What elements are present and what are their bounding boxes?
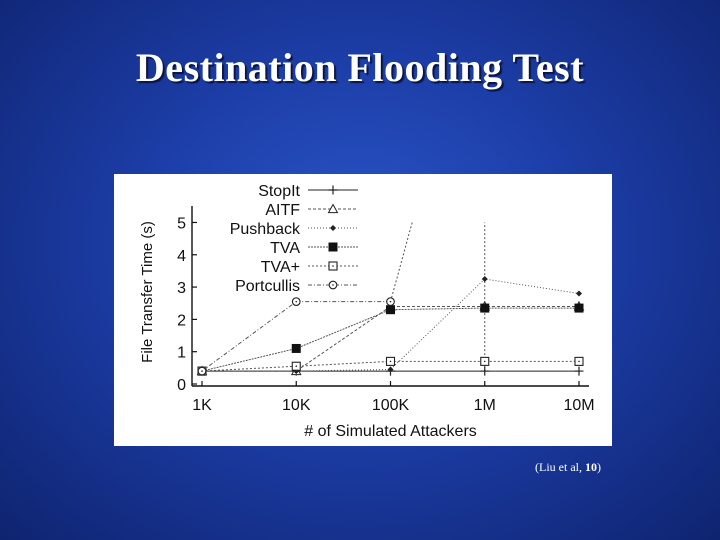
legend-label: Portcullis [235,278,300,295]
legend-label: TVA [270,240,300,257]
data-point-tva [386,305,395,315]
data-point-stopit [574,366,584,376]
data-point-tva [574,303,584,313]
x-tick-label: 10K [282,397,311,414]
caption-suffix: ) [596,460,601,474]
legend-marker [330,225,336,231]
caption-year: 10 [584,460,597,474]
data-point-pushback [387,366,394,373]
y-tick-label: 0 [177,377,186,394]
data-point-tva [480,303,490,313]
legend-label: StopIt [258,183,300,200]
chart: 0 1 2 3 4 5 1K 10K 100K 1M 10M # of Simulated Attac… [114,174,612,446]
y-tick-label: 1 [177,345,186,362]
data-point-pushback [293,368,300,375]
y-tick-label: 3 [177,280,186,297]
series-line-aitf [202,305,579,372]
legend-label: Pushback [230,221,301,238]
data-point-tva [291,343,301,353]
data-point-stopit [480,366,490,376]
x-tick-label: 1K [192,397,212,414]
legend-marker [328,185,338,195]
slide-title: Destination Flooding Test [135,45,585,90]
extra-line [390,222,413,302]
citation-caption: (Liu et al, 10) [535,460,601,475]
y-tick-label: 2 [177,312,186,329]
x-tick-label: 1M [474,397,496,414]
caption-prefix: (Liu et al, [535,460,585,474]
y-axis-label: File Transfer Time (s) [139,221,156,363]
series-line-portcullis [201,301,391,372]
x-axis-label: # of Simulated Attackers [304,423,477,440]
legend-marker [328,242,338,252]
chart-svg: 0 1 2 3 4 5 1K 10K 100K 1M 10M # of Simulated Attac… [139,183,595,440]
y-tick-label: 5 [177,215,186,232]
y-tick-label: 4 [177,248,186,265]
legend-label: AITF [265,202,300,219]
data-point-pushback [576,290,582,297]
data-point-pushback [481,276,488,282]
x-tick-label: 10M [563,397,594,414]
legend-label: TVA+ [261,259,300,276]
x-tick-label: 100K [372,397,410,414]
legend-marker [327,203,339,214]
